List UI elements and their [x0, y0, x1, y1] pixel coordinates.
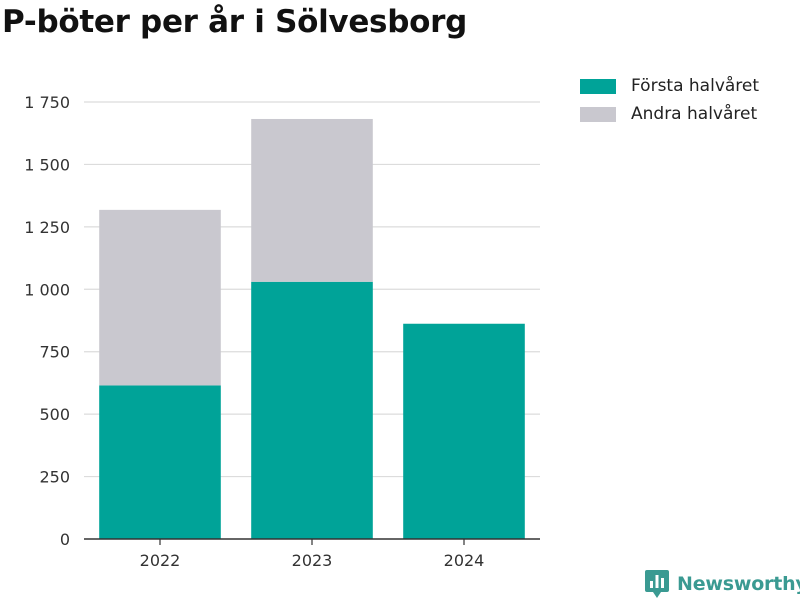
newsworthy-logo-icon: [645, 570, 669, 598]
legend-label-andra-halvaret: Andra halvåret: [631, 104, 758, 124]
bar-2023-series-1: [251, 118, 373, 282]
bar-2022-series-1: [99, 209, 221, 386]
y-tick-label: 1 250: [24, 218, 70, 237]
y-tick-label: 500: [39, 405, 70, 424]
legend: Första halvåret Andra halvåret: [580, 72, 759, 128]
y-tick-label: 1 500: [24, 155, 70, 174]
brand-name: Newsworthy: [677, 573, 800, 595]
x-tick-label: 2023: [292, 551, 333, 570]
bar-2023-series-0: [251, 281, 373, 539]
brand-logo[interactable]: Newsworthy: [644, 569, 800, 599]
y-tick-label: 250: [39, 468, 70, 487]
bar-2024-series-0: [403, 323, 525, 539]
legend-item-andra-halvaret: Andra halvåret: [580, 100, 759, 128]
y-tick-label: 0: [60, 530, 70, 549]
y-tick-label: 750: [39, 343, 70, 362]
legend-swatch-andra-halvaret: [580, 106, 616, 122]
legend-swatch-forsta-halvaret: [580, 78, 616, 94]
legend-label-forsta-halvaret: Första halvåret: [631, 76, 760, 96]
x-tick-label: 2024: [444, 551, 485, 570]
y-tick-label: 1 000: [24, 280, 70, 299]
legend-item-forsta-halvaret: Första halvåret: [580, 72, 759, 100]
y-tick-label: 1 750: [24, 93, 70, 112]
chart-title: P-böter per år i Sölvesborg: [2, 4, 467, 40]
x-tick-label: 2022: [140, 551, 181, 570]
bar-2022-series-0: [99, 385, 221, 539]
